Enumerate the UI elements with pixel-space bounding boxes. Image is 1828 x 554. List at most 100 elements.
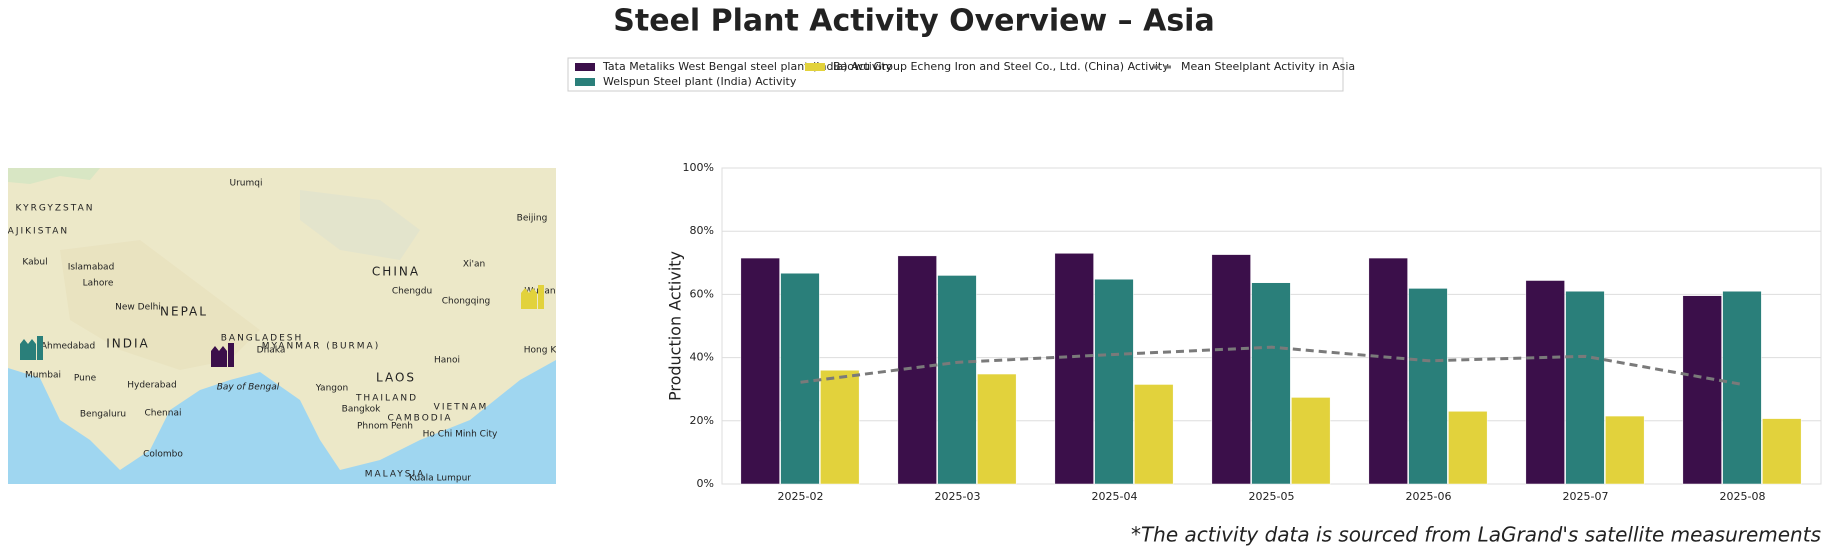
- map-label: CHINA: [372, 265, 420, 279]
- map-label: Bay of Bengal: [217, 383, 280, 393]
- map-label: NEPAL: [160, 305, 208, 319]
- bar: [1054, 253, 1094, 485]
- map-label: Kuala Lumpur: [409, 474, 471, 484]
- y-tick-label: 40%: [690, 351, 714, 364]
- plant-marker: [20, 336, 43, 360]
- map-label: Lahore: [83, 279, 114, 289]
- bar: [1251, 282, 1291, 485]
- plant-icon: [211, 351, 227, 367]
- map-label: Hyderabad: [127, 381, 177, 391]
- map-label: Chongqing: [442, 297, 491, 307]
- map-label: Hanoi: [434, 356, 460, 366]
- y-tick-label: 20%: [690, 414, 714, 427]
- map-label: Ho Chi Minh City: [423, 430, 498, 440]
- bar: [1211, 254, 1251, 485]
- x-tick-label: 2025-06: [1406, 490, 1452, 503]
- map-label: Kabul: [22, 258, 47, 268]
- plant-marker: [521, 285, 544, 309]
- plant-marker: [211, 343, 234, 367]
- bar: [977, 373, 1017, 485]
- legend-swatch: [575, 63, 595, 71]
- bar: [1682, 295, 1722, 485]
- map-label: THAILAND: [355, 394, 418, 404]
- x-tick-label: 2025-04: [1092, 490, 1138, 503]
- map-label: Hong K: [524, 346, 558, 356]
- map-sea: [8, 360, 556, 484]
- bar: [740, 257, 780, 485]
- legend-swatch: [575, 78, 595, 86]
- plant-chimney: [37, 336, 43, 360]
- x-tick-label: 2025-07: [1563, 490, 1609, 503]
- plant-roof: [521, 288, 537, 293]
- map-labels: CHINA INDIA Beijing New Delhi Mumbai Ahmedaba…: [0, 179, 558, 484]
- map-label: Yangon: [315, 384, 348, 394]
- x-tick-label: 2025-05: [1249, 490, 1295, 503]
- y-tick-label: 100%: [683, 161, 714, 174]
- map-label: New Delhi: [115, 303, 161, 313]
- legend-box: [567, 57, 1344, 92]
- plant-chimney: [538, 285, 544, 309]
- map-label: Beijing: [517, 214, 548, 224]
- legend-label: Baowu Group Echeng Iron and Steel Co., L…: [833, 60, 1169, 73]
- bar: [1408, 288, 1448, 485]
- bar: [1525, 280, 1565, 485]
- map-label: KYRGYZSTAN: [16, 204, 95, 214]
- map-label: MYANMAR (BURMA): [262, 342, 380, 352]
- bar: [1368, 257, 1408, 485]
- bar: [1291, 397, 1331, 485]
- map-label: Pune: [74, 374, 97, 384]
- plant-chimney: [228, 343, 234, 367]
- map-label: Mumbai: [25, 371, 61, 381]
- plant-icon: [20, 344, 36, 360]
- legend-label: Welspun Steel plant (India) Activity: [603, 75, 797, 88]
- x-tick-label: 2025-02: [778, 490, 824, 503]
- map-label: Bangkok: [342, 405, 382, 415]
- bar: [897, 255, 937, 485]
- bar: [1448, 411, 1488, 485]
- legend-swatch: [805, 63, 825, 71]
- y-tick-label: 80%: [690, 224, 714, 237]
- bar: [937, 275, 977, 485]
- map-label: LAOS: [376, 371, 416, 385]
- x-tick-label: 2025-08: [1720, 490, 1766, 503]
- map-label: MALAYSIA: [365, 470, 426, 480]
- map-label: Bengaluru: [80, 410, 126, 420]
- map-label: INDIA: [106, 337, 150, 351]
- plant-roof: [211, 346, 227, 351]
- map-label: Ahmedabad: [41, 342, 95, 352]
- map-label: Chennai: [145, 409, 182, 419]
- map: [8, 168, 556, 484]
- map-label: Islamabad: [68, 263, 115, 273]
- chart-title: Steel Plant Activity Overview – Asia: [613, 4, 1214, 39]
- map-label: VIETNAM: [434, 403, 489, 413]
- y-tick-label: 60%: [690, 287, 714, 300]
- map-region: [60, 240, 260, 370]
- bar: [780, 272, 820, 485]
- map-label: Phnom Penh: [357, 422, 413, 432]
- plant-icon: [521, 293, 537, 309]
- plant-roof: [20, 339, 36, 344]
- mean-line: [800, 345, 1743, 386]
- x-tick-label: 2025-03: [935, 490, 981, 503]
- bar: [1134, 384, 1174, 485]
- map-label: Xi'an: [463, 260, 485, 270]
- map-label: Colombo: [143, 450, 183, 460]
- bar: [1605, 415, 1645, 485]
- bar: [1565, 290, 1605, 485]
- map-label: TAJIKISTAN: [0, 227, 69, 237]
- map-region: [300, 190, 420, 260]
- map-label: BANGLADESH: [221, 334, 304, 344]
- map-label: Urumqi: [230, 179, 263, 189]
- map-label: CAMBODIA: [387, 414, 452, 424]
- bar: [820, 369, 860, 485]
- map-label: Chengdu: [392, 287, 432, 297]
- footnote: *The activity data is sourced from LaGra…: [1131, 523, 1821, 547]
- bar: [1722, 290, 1762, 485]
- bar: [1762, 418, 1802, 485]
- map-label: Dhaka: [257, 346, 286, 356]
- y-tick-label: 0%: [697, 477, 714, 490]
- map-region: [8, 168, 100, 184]
- y-axis-label: Production Activity: [666, 251, 685, 401]
